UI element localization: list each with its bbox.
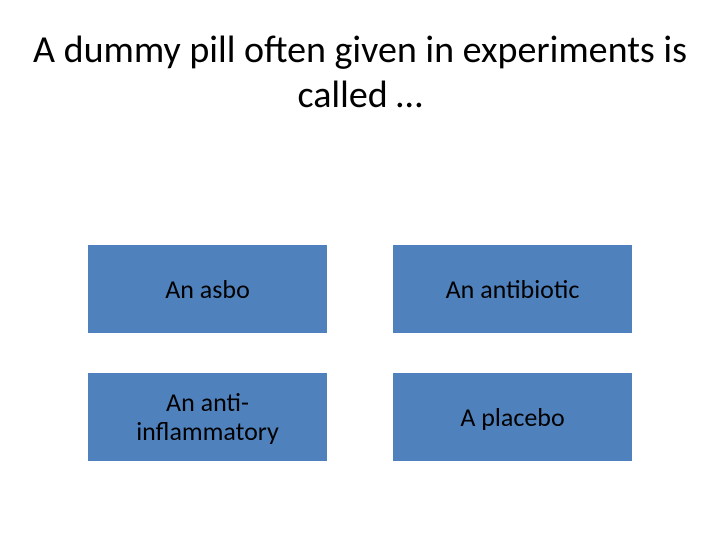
question-text: A dummy pill often given in experiments … <box>0 28 720 118</box>
answer-option-1[interactable]: An asbo <box>88 245 327 333</box>
answer-option-2-label: An antibiotic <box>446 275 580 304</box>
answer-option-3-label: An anti-inflammatory <box>96 388 319 445</box>
answer-option-4-label: A placebo <box>460 403 564 432</box>
answer-option-3[interactable]: An anti-inflammatory <box>88 373 327 461</box>
answers-grid: An asbo An antibiotic An anti-inflammato… <box>88 245 632 461</box>
answer-option-2[interactable]: An antibiotic <box>393 245 632 333</box>
answer-option-1-label: An asbo <box>165 275 250 304</box>
answer-option-4[interactable]: A placebo <box>393 373 632 461</box>
